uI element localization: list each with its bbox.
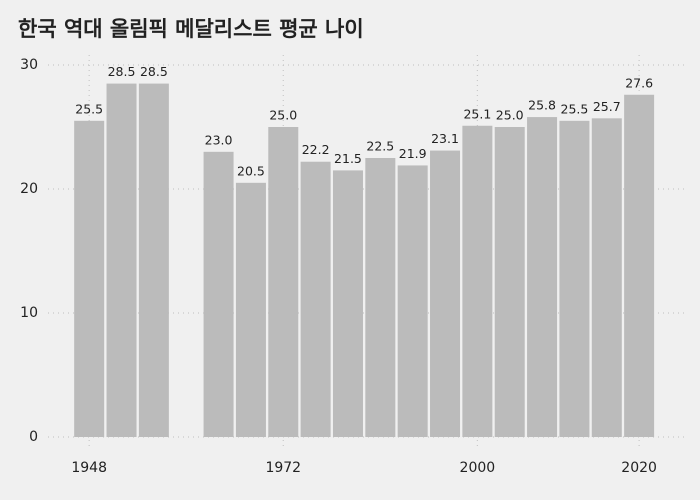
value-label: 27.6: [625, 75, 653, 90]
x-tick-label: 2020: [621, 460, 657, 476]
chart-title: 한국 역대 올림픽 메달리스트 평균 나이: [18, 17, 364, 41]
bar: [365, 158, 396, 437]
x-tick-label: 1948: [71, 460, 107, 476]
x-tick-label: 1972: [265, 460, 301, 476]
value-label: 25.7: [593, 99, 621, 114]
bar: [430, 150, 461, 437]
bar: [527, 117, 558, 437]
bar: [235, 182, 266, 437]
y-tick-label: 20: [20, 181, 38, 197]
value-label: 28.5: [140, 64, 168, 79]
value-label: 20.5: [237, 163, 265, 178]
bar: [332, 170, 363, 437]
bar: [624, 94, 655, 437]
value-label: 23.0: [205, 132, 233, 147]
bar: [591, 118, 622, 437]
value-label: 25.0: [496, 108, 524, 123]
y-tick-label: 30: [20, 57, 38, 73]
bar: [300, 161, 331, 437]
x-tick-label: 2000: [460, 460, 496, 476]
bar: [203, 151, 234, 438]
bar: [397, 165, 428, 437]
value-label: 25.0: [269, 108, 297, 123]
bar: [268, 127, 299, 437]
bar: [74, 120, 105, 438]
value-label: 25.5: [561, 101, 589, 116]
value-label: 22.2: [302, 142, 330, 157]
bar: [494, 127, 525, 437]
bar: [106, 83, 137, 437]
value-label: 21.9: [399, 146, 427, 161]
y-tick-label: 10: [20, 305, 38, 321]
value-label: 22.5: [366, 139, 394, 154]
y-tick-label: 0: [29, 429, 38, 445]
bar: [559, 120, 590, 438]
value-label: 21.5: [334, 151, 362, 166]
value-label: 25.1: [463, 106, 491, 121]
value-label: 25.5: [75, 101, 103, 116]
bar: [138, 83, 169, 437]
value-label: 28.5: [108, 64, 136, 79]
value-label: 25.8: [528, 98, 556, 113]
bar: [462, 125, 493, 437]
value-label: 23.1: [431, 131, 459, 146]
